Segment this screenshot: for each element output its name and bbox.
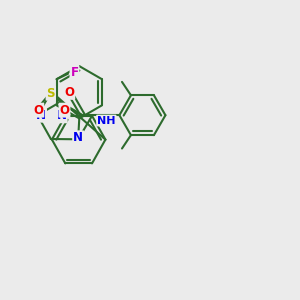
Text: S: S xyxy=(46,87,55,100)
Text: NH: NH xyxy=(97,116,116,126)
Text: N: N xyxy=(73,131,83,144)
Text: N: N xyxy=(57,109,67,122)
Text: O: O xyxy=(64,86,74,99)
Text: O: O xyxy=(59,104,70,117)
Text: F: F xyxy=(70,66,79,79)
Text: N: N xyxy=(36,109,46,122)
Text: O: O xyxy=(33,104,43,117)
